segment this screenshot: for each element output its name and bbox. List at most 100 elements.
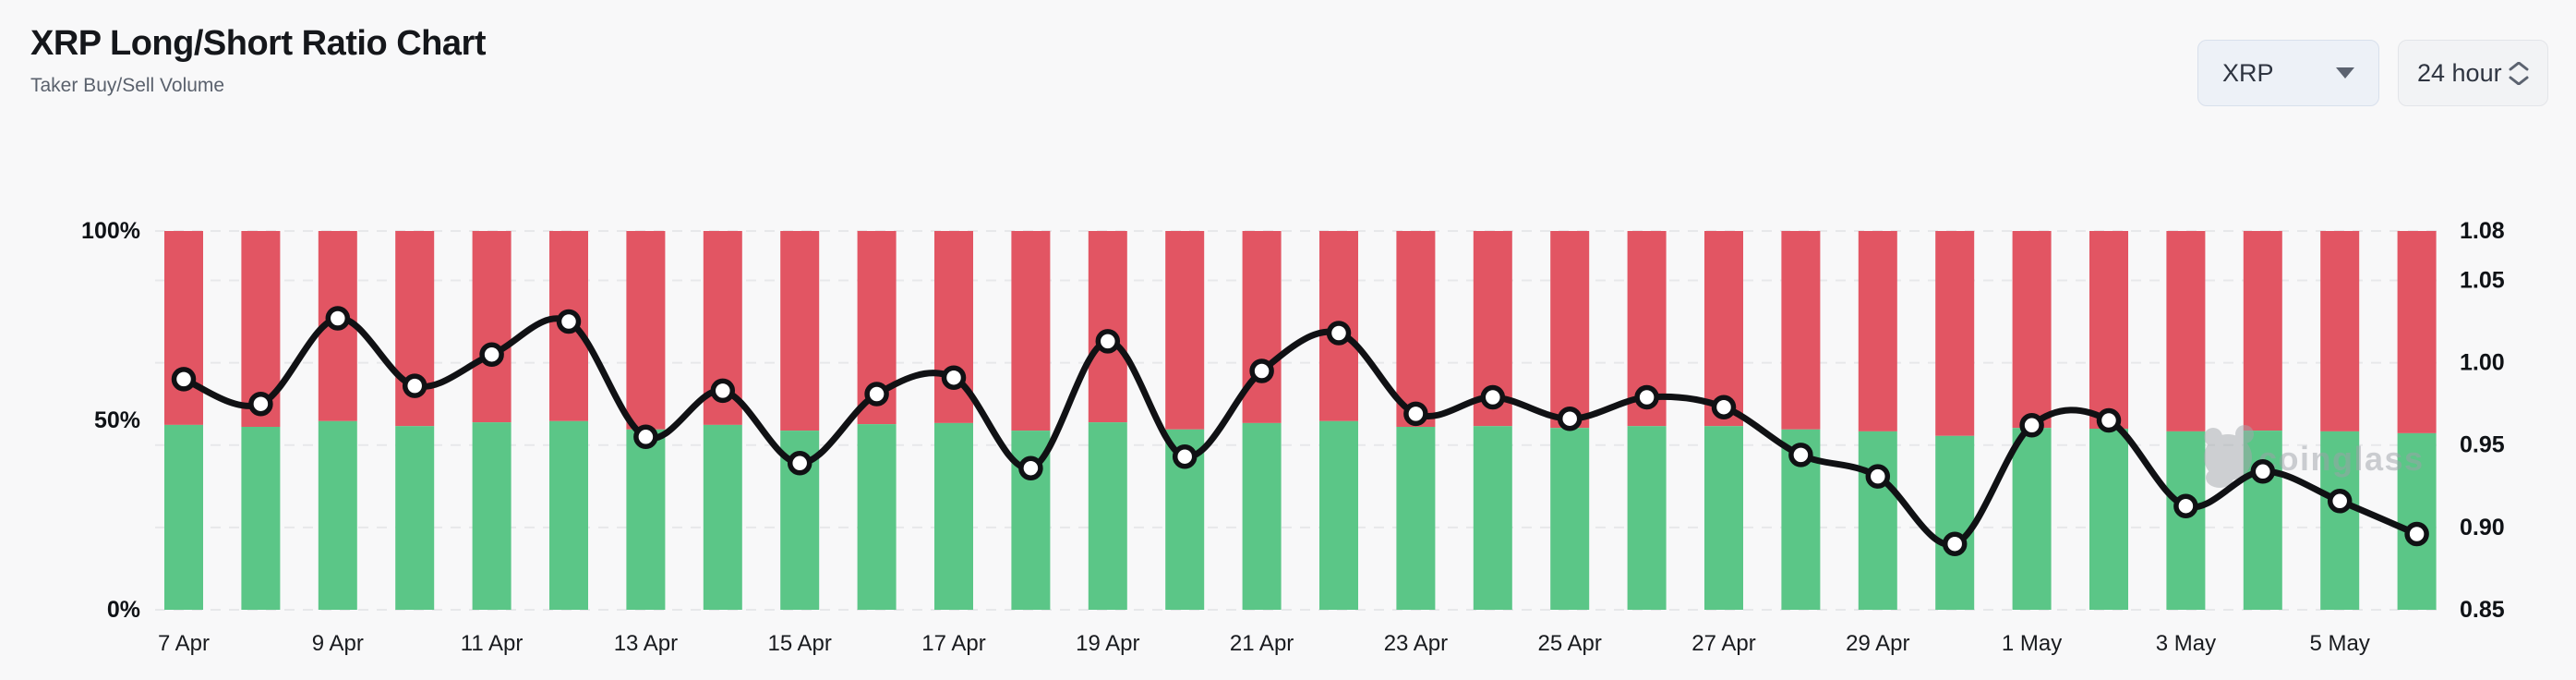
x-axis-tick: 17 Apr: [921, 631, 985, 656]
x-axis-tick: 11 Apr: [461, 631, 524, 656]
ratio-marker[interactable]: [2404, 521, 2429, 547]
chart-header: XRP Long/Short Ratio Chart Taker Buy/Sel…: [30, 24, 486, 97]
bars-group: [164, 231, 2437, 610]
ratio-marker[interactable]: [2096, 407, 2122, 433]
bar-long[interactable]: [1396, 427, 1436, 610]
bar-long[interactable]: [1242, 422, 1282, 610]
bar-long[interactable]: [241, 427, 281, 610]
bar-long[interactable]: [1627, 426, 1667, 610]
bar-short[interactable]: [1550, 231, 1590, 429]
bar-short[interactable]: [1011, 231, 1051, 431]
ratio-marker[interactable]: [710, 378, 736, 404]
ratio-marker[interactable]: [1326, 321, 1352, 346]
bar-short[interactable]: [2320, 231, 2360, 431]
x-axis-tick: 19 Apr: [1076, 631, 1139, 656]
x-axis-tick: 21 Apr: [1230, 631, 1294, 656]
bar-long[interactable]: [1550, 428, 1590, 610]
panda-logo-icon: [2206, 468, 2233, 488]
ratio-marker[interactable]: [1480, 384, 1506, 410]
x-axis-tick: 1 May: [2002, 631, 2062, 656]
bar-long[interactable]: [1319, 420, 1358, 610]
bar-long[interactable]: [318, 420, 357, 610]
bar-long[interactable]: [703, 424, 742, 610]
ratio-marker[interactable]: [2250, 459, 2276, 484]
bar-long[interactable]: [1088, 422, 1127, 610]
ratio-marker[interactable]: [633, 424, 658, 450]
bar-long[interactable]: [164, 424, 203, 610]
ratio-marker[interactable]: [1172, 443, 1198, 469]
ratio-line: [180, 315, 2421, 548]
up-down-chevrons-icon: [2509, 61, 2529, 85]
watermark-text: coinglass: [2258, 440, 2425, 478]
bar-short[interactable]: [2166, 231, 2206, 431]
x-axis-tick: 9 Apr: [312, 631, 364, 656]
bar-long[interactable]: [2012, 428, 2052, 610]
right-axis-tick: 1.00: [2460, 350, 2505, 376]
ratio-marker[interactable]: [1865, 464, 1891, 489]
ratio-marker[interactable]: [1711, 395, 1737, 419]
bar-long[interactable]: [1858, 431, 1897, 610]
ratio-marker[interactable]: [2173, 493, 2198, 518]
symbol-select[interactable]: XRP: [2197, 40, 2379, 106]
chart-subtitle: Taker Buy/Sell Volume: [30, 75, 225, 96]
bar-short[interactable]: [2243, 231, 2282, 431]
ratio-marker[interactable]: [787, 451, 813, 476]
bar-short[interactable]: [2089, 231, 2128, 429]
ratio-marker[interactable]: [556, 309, 582, 334]
bar-long[interactable]: [1704, 426, 1743, 610]
bar-short[interactable]: [1781, 231, 1821, 430]
x-axis-tick: 15 Apr: [768, 631, 832, 656]
bar-long[interactable]: [1473, 426, 1512, 610]
bar-long[interactable]: [472, 422, 512, 610]
ratio-marker[interactable]: [248, 391, 273, 417]
ratio-marker[interactable]: [1942, 531, 1968, 556]
ratio-marker[interactable]: [2327, 489, 2353, 514]
ratio-marker[interactable]: [171, 367, 197, 392]
bar-long[interactable]: [2166, 431, 2206, 610]
bar-long[interactable]: [2089, 429, 2128, 610]
ratio-marker[interactable]: [1403, 401, 1428, 427]
bar-long[interactable]: [2397, 432, 2437, 610]
x-axis-tick: 29 Apr: [1846, 631, 1909, 656]
bar-long[interactable]: [395, 426, 435, 610]
bar-long[interactable]: [934, 422, 973, 610]
bar-short[interactable]: [2012, 231, 2052, 429]
bar-short[interactable]: [1242, 231, 1282, 423]
page-title: XRP Long/Short Ratio Chart: [30, 24, 486, 63]
bar-long[interactable]: [549, 420, 588, 610]
ratio-marker[interactable]: [1634, 384, 1659, 410]
bar-long[interactable]: [2320, 431, 2360, 610]
interval-select[interactable]: 24 hour: [2398, 40, 2548, 106]
bar-short[interactable]: [626, 231, 666, 430]
ratio-marker[interactable]: [941, 365, 967, 390]
long-short-ratio-chart[interactable]: coinglass 100% 50% 0% 1.08 1.05 1.00 0.95 0.90 0.…: [0, 205, 2576, 678]
bar-short[interactable]: [1858, 231, 1897, 431]
bar-short[interactable]: [1088, 231, 1127, 423]
bar-long[interactable]: [1935, 435, 1975, 610]
ratio-marker[interactable]: [479, 342, 504, 367]
bar-long[interactable]: [857, 424, 897, 610]
ratio-marker[interactable]: [864, 382, 889, 407]
bar-long[interactable]: [626, 429, 666, 610]
ratio-marker[interactable]: [1788, 443, 1813, 468]
bar-short[interactable]: [472, 231, 512, 423]
ratio-marker[interactable]: [402, 373, 427, 398]
ratio-marker[interactable]: [1018, 455, 1043, 480]
bar-short[interactable]: [164, 231, 203, 425]
bar-short[interactable]: [1935, 231, 1975, 436]
ratio-marker[interactable]: [1557, 406, 1583, 431]
right-axis-labels: 1.08 1.05 1.00 0.95 0.90 0.85: [2460, 218, 2505, 623]
ratio-marker[interactable]: [325, 306, 351, 331]
bar-short[interactable]: [1396, 231, 1436, 427]
chevron-down-icon: [2336, 67, 2354, 79]
right-axis-tick: 0.90: [2460, 515, 2505, 540]
bar-short[interactable]: [780, 231, 820, 431]
bar-short[interactable]: [1704, 231, 1743, 427]
left-axis-tick: 50%: [94, 407, 140, 433]
ratio-marker[interactable]: [1249, 358, 1274, 383]
left-axis-tick: 100%: [81, 218, 140, 244]
bar-short[interactable]: [1165, 231, 1205, 430]
bar-short[interactable]: [2397, 231, 2437, 433]
ratio-marker[interactable]: [2019, 413, 2044, 438]
ratio-marker[interactable]: [1095, 329, 1121, 354]
